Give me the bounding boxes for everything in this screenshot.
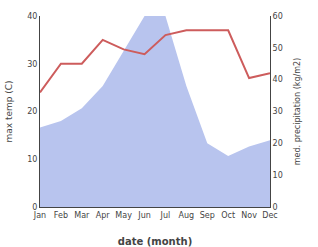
svg-text:med. precipitation (kg/m2): med. precipitation (kg/m2) (293, 58, 302, 165)
svg-text:20: 20 (273, 139, 283, 148)
svg-text:40: 40 (27, 12, 37, 21)
svg-text:Jul: Jul (160, 211, 171, 220)
svg-text:60: 60 (273, 12, 283, 21)
svg-text:max temp (C): max temp (C) (4, 80, 14, 142)
svg-text:10: 10 (27, 155, 37, 164)
svg-text:date (month): date (month) (118, 236, 192, 247)
svg-text:40: 40 (273, 75, 283, 84)
svg-text:Jun: Jun (137, 211, 151, 220)
svg-text:Sep: Sep (200, 211, 215, 220)
svg-text:Oct: Oct (221, 211, 235, 220)
svg-text:10: 10 (273, 171, 283, 180)
svg-text:Dec: Dec (262, 211, 277, 220)
svg-text:Aug: Aug (179, 211, 195, 220)
svg-text:30: 30 (27, 60, 37, 69)
svg-text:Mar: Mar (74, 211, 90, 220)
svg-text:Nov: Nov (241, 211, 257, 220)
svg-text:May: May (115, 211, 132, 220)
svg-text:Apr: Apr (96, 211, 111, 220)
svg-text:0: 0 (273, 203, 278, 212)
svg-text:20: 20 (27, 107, 37, 116)
svg-text:0: 0 (32, 203, 37, 212)
svg-text:Feb: Feb (54, 211, 68, 220)
svg-text:Jan: Jan (33, 211, 46, 220)
svg-text:50: 50 (273, 44, 283, 53)
svg-text:30: 30 (273, 107, 283, 116)
